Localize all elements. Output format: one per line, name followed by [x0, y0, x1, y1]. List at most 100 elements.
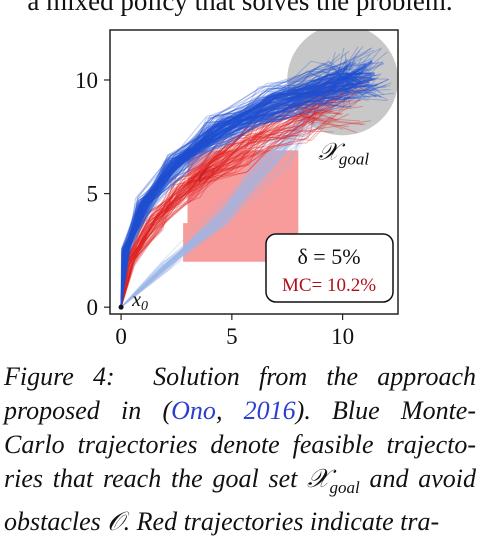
citation-separator: ,: [215, 396, 244, 425]
series-line-blue: [120, 58, 372, 308]
series-line-red: [120, 75, 337, 308]
figure-caption: Figure 4: Solution from the approach pro…: [4, 360, 476, 539]
x-tick-label: 5: [226, 324, 238, 349]
series-line-red: [120, 113, 350, 308]
goal-subscript: goal: [329, 478, 360, 498]
series-line-lower: [120, 78, 346, 308]
trajectory-bundle: [118, 30, 398, 310]
series-line-red: [120, 112, 316, 308]
series-line-lower: [120, 57, 372, 308]
series-line-lower: [120, 67, 368, 308]
series-line-lower: [120, 91, 352, 308]
series-line-red: [120, 95, 336, 308]
preceding-text: a mixed policy that solves the problem.: [27, 0, 453, 16]
series-line-red: [120, 120, 371, 308]
y-tick-label: 5: [87, 182, 99, 207]
series-line-lower: [120, 88, 348, 308]
caption-text-4b: and avoid: [359, 464, 476, 493]
series-line-red: [120, 89, 361, 308]
citation-year-link[interactable]: 2016: [243, 396, 296, 425]
series-line-lower: [120, 97, 332, 308]
series-line-lower: [120, 72, 370, 308]
series-line-lower: [120, 79, 341, 308]
series-line-lower: [120, 97, 335, 308]
series-line-lower: [120, 73, 344, 308]
series-line-lower: [120, 65, 347, 308]
series-line-red: [120, 99, 361, 308]
series-line-lower: [120, 66, 352, 308]
series-line-lower: [120, 84, 336, 308]
series-line-blue: [120, 63, 385, 308]
series-line-blue: [120, 82, 392, 308]
series-line-red: [120, 96, 342, 308]
x-tick-label: 0: [115, 324, 127, 349]
series-line-lower: [120, 69, 337, 308]
series-line-lower: [120, 83, 367, 308]
series-line-red: [120, 92, 330, 308]
series-line-red: [120, 116, 366, 308]
caption-text-4a: ries that reach the goal set: [4, 464, 308, 493]
caption-text-1: Solution from the approach: [153, 362, 476, 391]
series-line-red: [120, 87, 369, 308]
series-line-lower: [120, 67, 371, 308]
series-line-lower: [120, 87, 357, 308]
series-line-red: [120, 76, 367, 308]
series-line-red: [120, 105, 364, 308]
series-line-red: [120, 93, 344, 308]
goal-symbol: 𝒳: [307, 464, 330, 493]
legend-delta: δ = 5%: [297, 244, 360, 269]
series-line-red: [120, 74, 368, 308]
series-line-blue-core: [120, 84, 378, 308]
y-tick-label: 10: [75, 68, 98, 93]
series-line-lower: [120, 52, 374, 308]
series-line-blue-core: [120, 72, 375, 308]
series-line-red: [120, 104, 339, 308]
series-line-red: [120, 78, 372, 308]
series-line-lower: [120, 52, 377, 308]
series-line-red: [120, 84, 327, 308]
series-line-red: [120, 129, 312, 308]
caption-text-2b: ). Blue Monte-: [295, 396, 477, 425]
series-line-lower: [120, 94, 370, 308]
start-marker: [118, 304, 124, 310]
series-line-red: [120, 114, 334, 308]
series-line-red: [120, 92, 330, 308]
series-line-lower: [120, 72, 340, 308]
series-line-red: [120, 98, 352, 308]
figure-label: Figure 4:: [4, 362, 115, 391]
series-line-lower: [120, 70, 341, 308]
caption-line-1: Figure 4: Solution from the approach: [4, 360, 476, 394]
legend-mc: MC= 10.2%: [282, 275, 376, 296]
series-line-red: [120, 92, 328, 308]
series-line-lower: [120, 94, 336, 308]
series-line-blue-core: [120, 82, 357, 308]
series-line-red: [120, 90, 347, 308]
x-tick-label: 10: [331, 324, 354, 349]
axis-ticks: 0 5 10 0 5 10: [75, 68, 354, 349]
plot-frame: [109, 29, 399, 315]
series-line-lower: [120, 87, 360, 308]
caption-line-3: Carlo trajectories denote feasible traje…: [4, 430, 476, 459]
series-line-red: [120, 119, 312, 308]
goal-label: 𝒳goal: [318, 140, 369, 169]
series-line-lower: [120, 63, 367, 308]
series-line-red: [120, 105, 315, 308]
legend-box: δ = 5% MC= 10.2%: [265, 233, 394, 303]
series-line-red: [120, 103, 317, 308]
series-line-lower: [120, 68, 359, 308]
series-line-red: [120, 85, 337, 308]
series-line-red: [120, 88, 365, 308]
series-line-red: [120, 81, 321, 308]
series-line-lower: [120, 86, 356, 308]
obstacle-region: [183, 150, 299, 262]
y-tick-label: 0: [87, 295, 99, 320]
citation-author-link[interactable]: Ono: [171, 396, 216, 425]
caption-line-5: obstacles 𝒪. Red trajectories indicate t…: [4, 507, 440, 537]
series-line-lower: [120, 78, 362, 308]
caption-line-4: ries that reach the goal set 𝒳goal and a…: [4, 462, 476, 505]
series-line-red: [120, 111, 343, 308]
caption-line-2: proposed in (Ono, 2016). Blue Monte-: [4, 394, 476, 428]
start-label: x0: [131, 289, 148, 314]
series-line-red: [120, 87, 339, 308]
